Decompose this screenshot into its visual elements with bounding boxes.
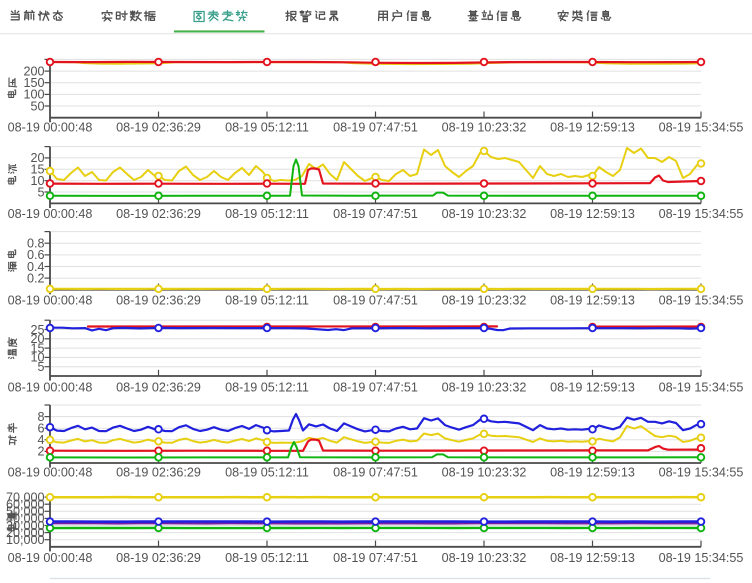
svg-text:100: 100 [23,88,44,102]
svg-text:08-19 02:36:29: 08-19 02:36:29 [116,551,201,565]
svg-text:08-19 00:00:48: 08-19 00:00:48 [8,294,93,308]
svg-text:08-19 00:00:48: 08-19 00:00:48 [8,551,93,565]
svg-text:08-19 10:23:32: 08-19 10:23:32 [442,551,527,565]
svg-text:20: 20 [30,151,44,165]
svg-text:0.6: 0.6 [27,248,45,262]
svg-text:10: 10 [30,174,44,188]
svg-text:08-19 07:47:51: 08-19 07:47:51 [333,466,418,480]
svg-text:150: 150 [23,76,44,90]
svg-text:08-19 00:00:48: 08-19 00:00:48 [8,121,93,135]
svg-text:08-19 15:34:55: 08-19 15:34:55 [659,121,744,135]
svg-text:08-19 05:12:11: 08-19 05:12:11 [225,551,309,565]
svg-text:08-19 15:34:55: 08-19 15:34:55 [659,551,744,565]
svg-text:08-19 12:59:13: 08-19 12:59:13 [550,466,635,480]
svg-text:200: 200 [23,64,44,78]
svg-text:08-19 12:59:13: 08-19 12:59:13 [550,294,635,308]
svg-text:20,000: 20,000 [6,526,45,540]
svg-text:08-19 02:36:29: 08-19 02:36:29 [116,466,201,480]
svg-text:0.4: 0.4 [27,260,45,274]
svg-text:08-19 07:47:51: 08-19 07:47:51 [333,551,418,565]
svg-text:4: 4 [37,433,44,447]
svg-text:10,000: 10,000 [6,533,45,547]
svg-text:08-19 02:36:29: 08-19 02:36:29 [116,294,201,308]
svg-text:08-19 15:34:55: 08-19 15:34:55 [659,207,744,221]
svg-text:8: 8 [37,410,44,424]
svg-text:08-19 05:12:11: 08-19 05:12:11 [225,121,309,135]
svg-text:70,000: 70,000 [6,490,45,504]
svg-text:08-19 10:23:32: 08-19 10:23:32 [442,466,527,480]
svg-text:50: 50 [30,99,44,113]
svg-text:08-19 05:12:11: 08-19 05:12:11 [225,294,309,308]
svg-text:08-19 12:59:13: 08-19 12:59:13 [550,207,635,221]
svg-text:08-19 10:23:32: 08-19 10:23:32 [442,207,527,221]
svg-text:08-19 12:59:13: 08-19 12:59:13 [550,551,635,565]
svg-text:5: 5 [37,185,44,199]
svg-text:08-19 07:47:51: 08-19 07:47:51 [333,121,418,135]
svg-text:08-19 15:34:55: 08-19 15:34:55 [659,294,744,308]
svg-text:08-19 10:23:32: 08-19 10:23:32 [442,121,527,135]
svg-text:60,000: 60,000 [6,498,45,512]
svg-text:08-19 02:36:29: 08-19 02:36:29 [116,121,201,135]
svg-text:6: 6 [37,422,44,436]
svg-text:08-19 12:59:13: 08-19 12:59:13 [550,381,635,395]
svg-text:08-19 10:23:32: 08-19 10:23:32 [442,381,527,395]
svg-text:08-19 00:00:48: 08-19 00:00:48 [8,466,93,480]
svg-text:25: 25 [30,323,44,337]
svg-text:2: 2 [37,445,44,459]
svg-text:08-19 02:36:29: 08-19 02:36:29 [116,207,201,221]
svg-text:20: 20 [30,332,44,346]
svg-text:0.2: 0.2 [27,271,45,285]
svg-text:5: 5 [37,360,44,374]
svg-text:08-19 07:47:51: 08-19 07:47:51 [333,207,418,221]
svg-text:10: 10 [30,351,44,365]
svg-text:08-19 15:34:55: 08-19 15:34:55 [659,466,744,480]
svg-text:08-19 05:12:11: 08-19 05:12:11 [225,466,309,480]
svg-text:08-19 15:34:55: 08-19 15:34:55 [659,381,744,395]
svg-text:15: 15 [30,163,44,177]
svg-text:15: 15 [30,341,44,355]
svg-text:08-19 07:47:51: 08-19 07:47:51 [333,381,418,395]
svg-text:08-19 05:12:11: 08-19 05:12:11 [225,381,309,395]
svg-text:08-19 05:12:11: 08-19 05:12:11 [225,207,309,221]
svg-text:08-19 07:47:51: 08-19 07:47:51 [333,294,418,308]
svg-text:08-19 02:36:29: 08-19 02:36:29 [116,381,201,395]
svg-text:08-19 00:00:48: 08-19 00:00:48 [8,381,93,395]
svg-text:08-19 10:23:32: 08-19 10:23:32 [442,294,527,308]
svg-text:0.8: 0.8 [27,237,45,251]
svg-text:08-19 00:00:48: 08-19 00:00:48 [8,207,93,221]
svg-text:08-19 12:59:13: 08-19 12:59:13 [550,121,635,135]
svg-text:30,000: 30,000 [6,519,45,533]
